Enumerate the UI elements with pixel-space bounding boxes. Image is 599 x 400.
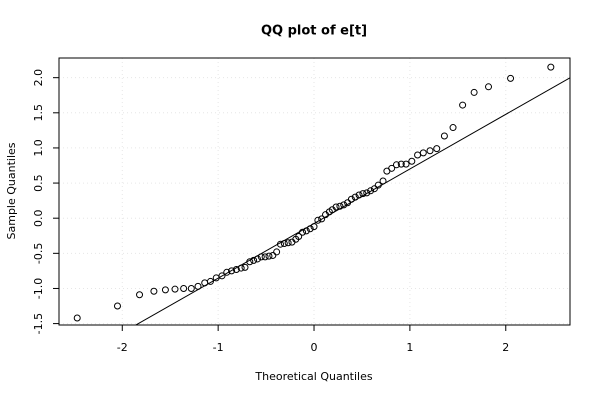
point	[388, 164, 396, 172]
point	[336, 202, 344, 210]
point	[507, 74, 515, 82]
point	[470, 88, 478, 96]
x-tick-label: 2	[502, 341, 509, 354]
point	[314, 216, 322, 224]
point	[201, 279, 209, 287]
point	[261, 253, 269, 261]
point	[397, 160, 405, 168]
point	[187, 284, 195, 292]
point	[367, 187, 375, 195]
point	[269, 251, 277, 259]
point	[280, 239, 288, 247]
point	[161, 286, 169, 294]
point	[299, 228, 307, 236]
point	[392, 161, 400, 169]
point	[241, 263, 249, 271]
point	[485, 83, 493, 91]
point	[265, 252, 273, 260]
point	[136, 291, 144, 299]
point	[306, 225, 314, 233]
x-axis-label: Theoretical Quantiles	[254, 370, 372, 383]
plot-area	[73, 63, 570, 325]
point	[246, 258, 254, 266]
point	[402, 160, 410, 168]
y-axis-label: Sample Quantiles	[5, 142, 18, 239]
point	[426, 147, 434, 155]
y-tick-label: 0.5	[32, 174, 45, 192]
y-tick-label: 1.5	[32, 104, 45, 122]
x-tick-label: -1	[213, 341, 224, 354]
point	[440, 132, 448, 140]
point	[408, 157, 416, 165]
point	[363, 189, 371, 197]
y-tick-label: -0.5	[32, 243, 45, 264]
point	[374, 181, 382, 189]
y-tick-label: 0.0	[32, 209, 45, 227]
point	[355, 191, 363, 199]
point	[332, 203, 340, 211]
point	[347, 195, 355, 203]
point	[237, 264, 245, 272]
point	[547, 63, 555, 71]
grid	[59, 58, 570, 325]
point	[302, 227, 310, 235]
point	[318, 215, 326, 223]
point	[223, 268, 231, 276]
point	[351, 193, 359, 201]
y-tick-label: 1.0	[32, 139, 45, 157]
point	[73, 314, 81, 322]
x-tick-label: 0	[311, 341, 318, 354]
point	[194, 282, 202, 290]
point	[359, 190, 367, 198]
point	[171, 285, 179, 293]
y-tick-label: -1.5	[32, 313, 45, 334]
point	[340, 201, 348, 209]
point	[449, 124, 457, 132]
x-tick-label: 1	[406, 341, 413, 354]
point	[232, 265, 240, 273]
point	[218, 272, 226, 280]
point	[253, 255, 261, 263]
point	[228, 267, 236, 275]
point	[414, 151, 422, 159]
point	[150, 287, 158, 295]
point	[344, 199, 352, 207]
x-tick-label: -2	[117, 341, 128, 354]
point	[257, 253, 265, 261]
point	[379, 177, 387, 185]
y-tick-label: 2.0	[32, 69, 45, 87]
point	[250, 256, 258, 264]
point	[276, 240, 284, 248]
y-tick-label: -1.0	[32, 278, 45, 299]
point	[113, 302, 121, 310]
point	[206, 277, 214, 285]
point	[419, 149, 427, 157]
point	[284, 239, 292, 247]
point	[273, 248, 281, 256]
point	[295, 232, 303, 240]
chart-title: QQ plot of e[t]	[261, 24, 367, 39]
point	[310, 223, 318, 231]
point	[459, 101, 467, 109]
point	[180, 284, 188, 292]
point	[370, 185, 378, 193]
point	[433, 145, 441, 153]
